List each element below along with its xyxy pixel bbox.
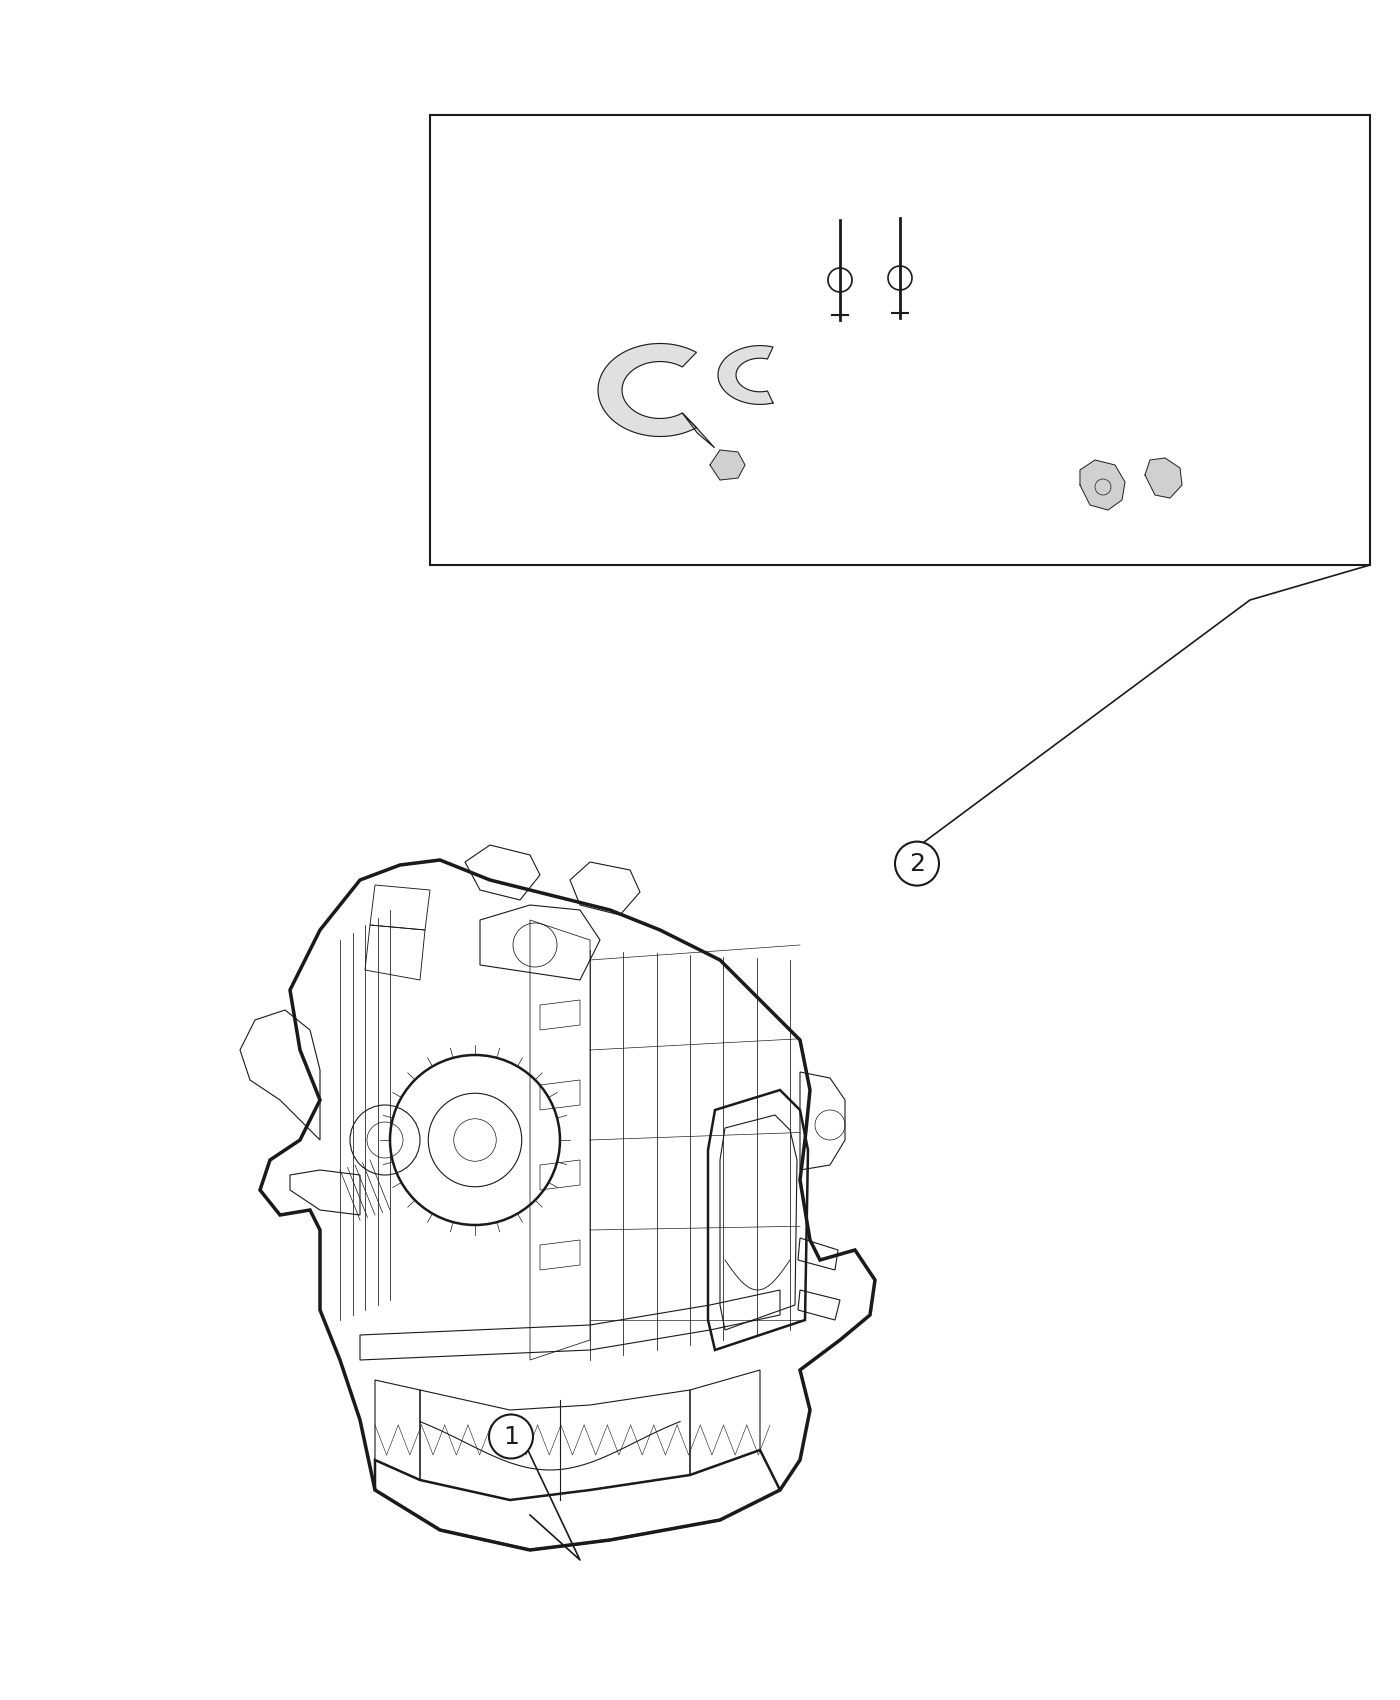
Text: 1: 1 [503,1425,519,1448]
Polygon shape [710,450,745,479]
Polygon shape [598,343,696,437]
Text: 2: 2 [909,852,925,876]
Polygon shape [682,413,714,447]
Polygon shape [1079,461,1126,510]
Polygon shape [718,345,773,405]
Bar [430,116,1371,564]
Circle shape [489,1414,533,1459]
Circle shape [895,842,939,886]
Polygon shape [1145,457,1182,498]
